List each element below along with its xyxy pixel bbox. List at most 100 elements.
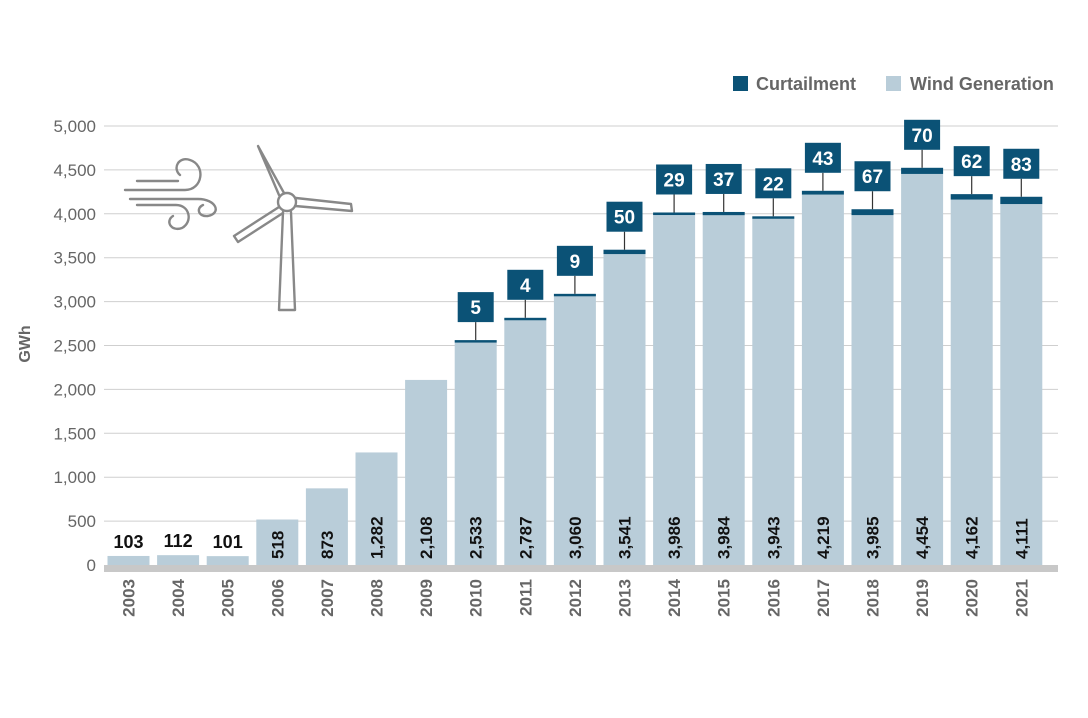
x-tick-label: 2011	[516, 579, 535, 616]
bar-curtailment	[901, 167, 944, 174]
bar-wind-generation	[851, 215, 894, 565]
wind-generation-value-label: 3,541	[616, 516, 635, 559]
bar-curtailment	[801, 190, 844, 195]
curtailment-callout-box	[705, 163, 742, 194]
curtailment-callout-box	[556, 245, 593, 276]
bar-curtailment	[950, 194, 993, 200]
wind-generation-value-label: 3,984	[715, 516, 734, 559]
legend: Curtailment Wind Generation	[733, 74, 1054, 94]
x-tick-label: 2021	[1012, 579, 1031, 617]
wind-generation-value-label: 103	[113, 532, 143, 552]
wind-generation-value-label: 4,162	[963, 516, 982, 559]
wind-generation-value-label: 3,060	[566, 516, 585, 559]
bar-curtailment	[504, 317, 547, 321]
wind-generation-value-label: 101	[213, 532, 243, 552]
bar-curtailment	[702, 211, 745, 216]
wind-generation-value-label: 4,454	[913, 516, 932, 559]
curtailment-callout-box	[904, 119, 941, 150]
bar-wind-generation	[553, 296, 596, 565]
y-axis-title: GWh	[17, 325, 34, 362]
x-axis-baseline	[104, 565, 1058, 572]
bar-wind-generation	[653, 215, 696, 565]
curtailment-callout-box	[606, 201, 643, 232]
bar-wind-generation	[801, 194, 844, 566]
curtailment-callout-box	[854, 161, 891, 192]
bar-curtailment	[553, 293, 596, 297]
bar-wind-generation	[1000, 204, 1043, 565]
curtailment-callout-box	[656, 164, 693, 195]
y-tick-label: 1,000	[53, 468, 96, 487]
y-tick-label: 4,500	[53, 161, 96, 180]
wind-generation-value-label: 1,282	[368, 516, 387, 559]
curtailment-value-label: 9	[570, 252, 581, 273]
y-tick-label: 0	[87, 556, 96, 575]
x-tick-label: 2020	[963, 579, 982, 617]
curtailment-value-label: 83	[1011, 155, 1032, 176]
bars	[107, 167, 1043, 566]
x-tick-label: 2007	[318, 579, 337, 617]
bar-curtailment	[653, 212, 696, 216]
bar-curtailment	[603, 249, 646, 255]
y-tick-label: 4,000	[53, 205, 96, 224]
bar-wind-generation	[901, 173, 944, 566]
legend-item-wind-generation: Wind Generation	[886, 74, 1054, 94]
bar-curtailment	[454, 340, 497, 343]
bar-wind-generation	[206, 556, 249, 565]
curtailment-value-label: 50	[614, 208, 635, 229]
bar-wind-generation	[504, 320, 547, 565]
wind-generation-value-label: 4,219	[814, 516, 833, 559]
legend-label-curtailment: Curtailment	[756, 74, 856, 94]
y-tick-label: 5,000	[53, 117, 96, 136]
x-tick-label: 2018	[864, 579, 883, 617]
y-tick-label: 1,500	[53, 424, 96, 443]
y-tick-label: 500	[68, 512, 96, 531]
curtailment-value-label: 29	[664, 170, 685, 191]
wind-generation-value-label: 518	[268, 531, 287, 559]
curtailment-callout-box	[755, 168, 792, 199]
wind-generation-value-label: 112	[164, 531, 193, 551]
curtailment-value-label: 62	[961, 152, 982, 173]
curtailment-callout-box	[953, 146, 990, 177]
bar-curtailment	[851, 209, 894, 216]
bar-curtailment	[752, 216, 795, 219]
bar-wind-generation	[752, 218, 795, 565]
bar-wind-generation	[355, 452, 398, 565]
curtailment-value-label: 4	[520, 276, 531, 297]
wind-turbine-icon	[232, 144, 354, 312]
y-tick-label: 2,000	[53, 380, 96, 399]
bar-wind-generation	[305, 488, 348, 565]
y-tick-label: 3,000	[53, 293, 96, 312]
curtailment-value-label: 22	[763, 174, 784, 195]
illustration	[123, 144, 354, 312]
bar-curtailment	[1000, 196, 1043, 205]
curtailment-callout-box	[804, 142, 841, 173]
legend-item-curtailment: Curtailment	[733, 74, 856, 94]
bar-wind-generation	[107, 555, 150, 565]
x-tick-label: 2013	[616, 579, 635, 617]
data-labels: 103 112 101 518 873 1,282 2,108 5 2,533 4 2,787 9 3,…	[113, 119, 1040, 559]
curtailment-callout-box	[1003, 148, 1040, 179]
curtailment-value-label: 67	[862, 167, 883, 188]
wind-generation-value-label: 3,985	[864, 516, 883, 559]
x-tick-label: 2016	[764, 579, 783, 617]
legend-swatch-curtailment	[733, 76, 748, 91]
x-tick-label: 2017	[814, 579, 833, 617]
bar-wind-generation	[157, 555, 200, 565]
x-tick-label: 2004	[169, 578, 188, 616]
wind-generation-value-label: 3,986	[665, 516, 684, 559]
y-tick-label: 3,500	[53, 249, 96, 268]
x-tick-label: 2019	[913, 579, 932, 617]
wind-generation-value-label: 4,111	[1012, 518, 1031, 559]
x-tick-label: 2003	[120, 579, 139, 617]
bar-wind-generation	[950, 199, 993, 565]
legend-label-wind-generation: Wind Generation	[910, 74, 1054, 94]
x-tick-label: 2015	[715, 579, 734, 617]
bar-wind-generation	[454, 342, 497, 565]
curtailment-value-label: 5	[470, 298, 481, 319]
wind-generation-value-label: 2,787	[516, 516, 535, 559]
curtailment-value-label: 70	[912, 126, 933, 147]
y-tick-label: 2,500	[53, 337, 96, 356]
bar-wind-generation	[405, 379, 448, 565]
axes: 0 500 1,000 1,500 2,000 2,500 3,000 3,500 4,000 4…	[53, 117, 1058, 617]
